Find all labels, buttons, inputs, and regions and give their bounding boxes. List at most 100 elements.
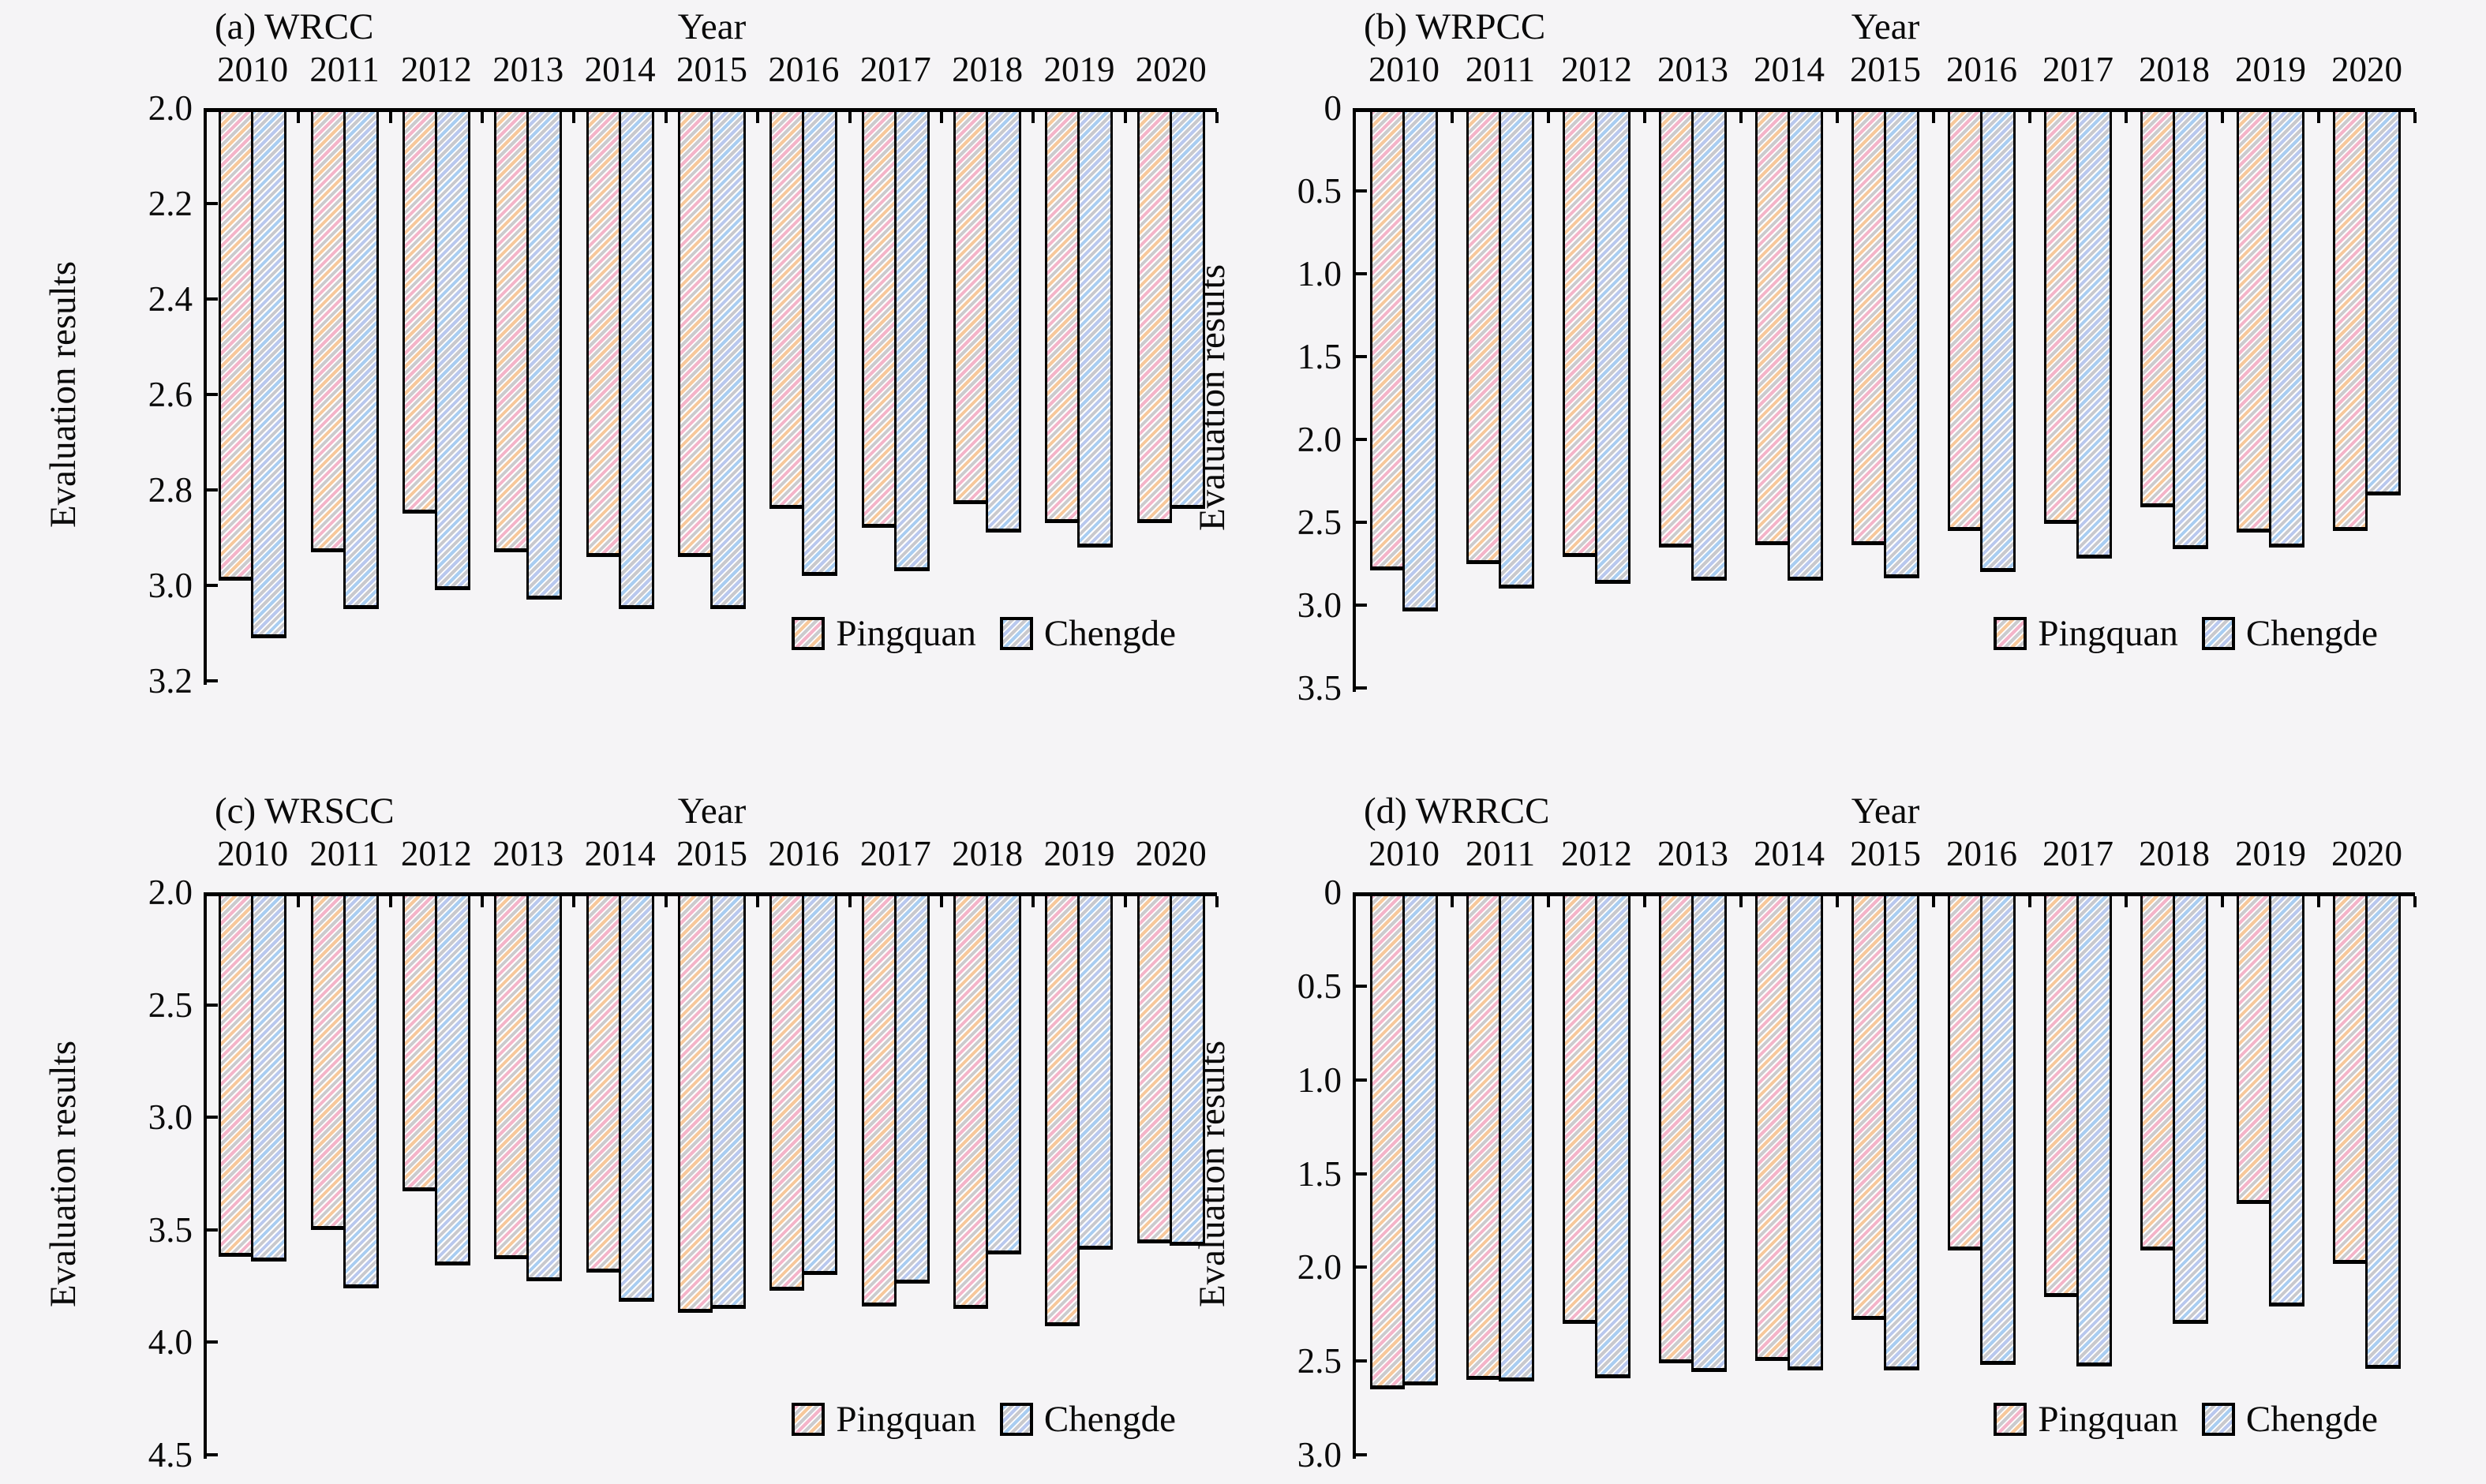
y-tick <box>207 1453 218 1456</box>
year-label: 2019 <box>1043 50 1115 89</box>
legend: Pingquan Chengde <box>792 1396 1176 1442</box>
x-tick <box>1643 112 1646 123</box>
x-tick <box>1836 112 1839 123</box>
x-tick <box>664 112 668 123</box>
bar-chengde <box>251 108 287 638</box>
y-tick-label: 2.8 <box>148 470 193 510</box>
x-tick <box>481 896 485 907</box>
y-tick-label: 0.5 <box>1297 171 1342 211</box>
bar-chengde <box>802 108 838 576</box>
bar-chengde <box>1980 892 2016 1365</box>
year-label: 2020 <box>1135 50 1207 89</box>
y-tick <box>207 584 218 587</box>
bar-pingquan <box>586 108 621 557</box>
y-tick <box>1356 521 1367 524</box>
year-label: 2015 <box>676 50 747 89</box>
bar-pingquan <box>1563 892 1597 1324</box>
x-tick <box>1123 896 1127 907</box>
x-axis-top-spine <box>1353 108 2415 112</box>
year-label: 2018 <box>2139 834 2210 873</box>
bar-chengde <box>1980 108 2016 572</box>
year-label: 2019 <box>2235 50 2306 89</box>
year-label: 2014 <box>1754 834 1825 873</box>
bar-pingquan <box>1045 108 1080 524</box>
x-axis-title: Year <box>1851 791 1920 832</box>
bar-chengde <box>893 108 930 571</box>
bar-pingquan <box>769 892 805 1291</box>
y-tick <box>1356 1359 1367 1363</box>
bar-chengde <box>2173 892 2208 1324</box>
bar-chengde <box>710 892 746 1309</box>
x-tick <box>2125 112 2128 123</box>
legend-label-chengde: Chengde <box>2245 1399 2378 1440</box>
year-label: 2012 <box>400 50 472 89</box>
x-tick <box>2221 896 2224 907</box>
bar-chengde <box>2269 108 2304 548</box>
year-label: 2020 <box>1135 834 1207 873</box>
x-tick <box>756 896 760 907</box>
x-tick <box>2317 112 2320 123</box>
x-tick <box>1932 896 1935 907</box>
y-tick-label: 3.0 <box>1297 585 1342 625</box>
year-label: 2013 <box>1657 834 1728 873</box>
y-tick-label: 1.0 <box>1297 254 1342 293</box>
bar-pingquan <box>2333 892 2368 1264</box>
bar-pingquan <box>769 108 805 510</box>
y-tick <box>1356 604 1367 607</box>
legend-label-chengde: Chengde <box>1043 1399 1176 1440</box>
legend: Pingquan Chengde <box>792 611 1176 656</box>
x-axis-title: Year <box>1851 6 1920 47</box>
x-tick <box>2125 896 2128 907</box>
year-label: 2010 <box>1368 834 1440 873</box>
bar-chengde <box>1169 108 1205 510</box>
bar-chengde <box>893 892 930 1284</box>
x-tick <box>1739 896 1743 907</box>
x-tick <box>388 112 392 123</box>
y-tick-label: 2.0 <box>148 873 193 912</box>
bar-chengde <box>986 892 1022 1255</box>
bar-pingquan <box>402 892 437 1192</box>
y-tick <box>207 393 218 396</box>
x-tick <box>1547 896 1550 907</box>
bar-chengde <box>710 108 746 610</box>
bar-pingquan <box>219 108 254 581</box>
bar-chengde <box>1788 108 1823 581</box>
bar-pingquan <box>1851 108 1886 546</box>
legend-swatch-pingquan <box>792 1403 826 1436</box>
x-axis-title: Year <box>677 6 747 47</box>
bar-chengde <box>526 108 563 600</box>
year-label: 2020 <box>2331 834 2402 873</box>
y-axis-left-spine <box>204 108 207 685</box>
y-tick-label: 2.5 <box>1297 503 1342 542</box>
y-tick <box>207 1003 218 1007</box>
bar-pingquan <box>1851 892 1886 1320</box>
bar-chengde <box>2173 108 2208 549</box>
year-label: 2018 <box>2139 50 2210 89</box>
legend: Pingquan Chengde <box>1994 611 2378 656</box>
panel-title: (b) WRPCC <box>1364 6 1546 47</box>
year-label: 2012 <box>1561 50 1632 89</box>
y-tick <box>207 202 218 205</box>
bar-pingquan <box>1659 108 1694 548</box>
year-label: 2011 <box>1465 834 1536 873</box>
legend-swatch-chengde <box>2201 1403 2235 1436</box>
y-tick <box>1356 1172 1367 1176</box>
bar-pingquan <box>953 892 989 1309</box>
legend-swatch-pingquan <box>792 617 826 650</box>
bar-chengde <box>1884 108 1919 579</box>
bar-pingquan <box>861 108 897 529</box>
year-label: 2017 <box>2042 50 2113 89</box>
bar-chengde <box>618 892 654 1303</box>
year-label: 2013 <box>492 834 564 873</box>
x-tick <box>572 896 576 907</box>
bar-pingquan <box>2140 892 2175 1250</box>
x-axis-top-spine <box>204 108 1217 112</box>
bar-pingquan <box>953 108 989 505</box>
bar-pingquan <box>1659 892 1694 1363</box>
bar-pingquan <box>678 108 713 557</box>
bar-pingquan <box>219 892 254 1258</box>
year-label: 2017 <box>2042 834 2113 873</box>
y-tick <box>1356 272 1367 275</box>
